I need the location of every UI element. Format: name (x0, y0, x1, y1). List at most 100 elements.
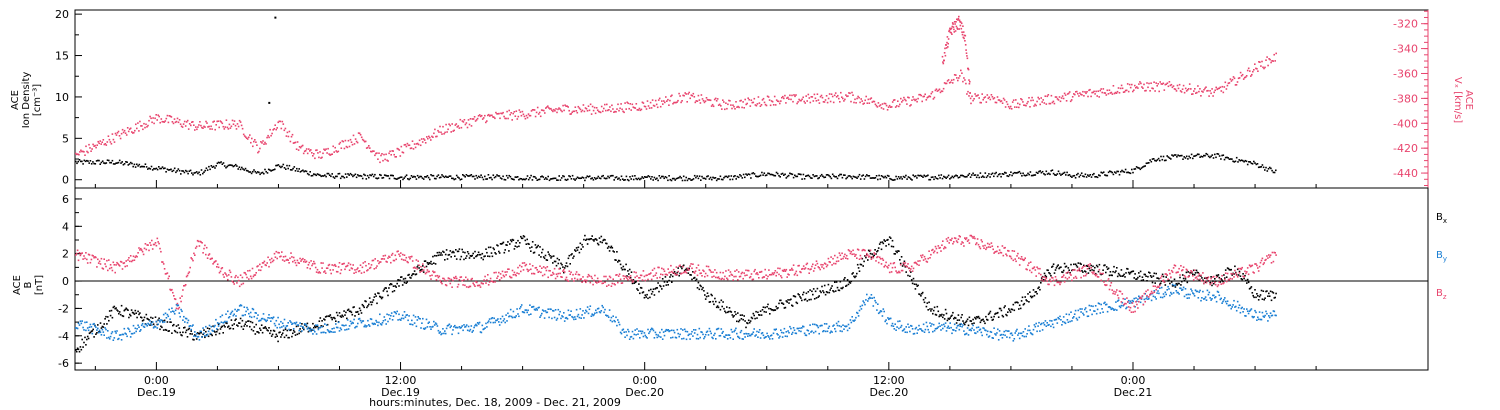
data-point (1057, 264, 1059, 266)
data-point (789, 325, 791, 328)
data-point (708, 99, 711, 101)
data-point (951, 175, 954, 178)
data-point (606, 103, 608, 106)
data-point (710, 105, 713, 107)
data-point (708, 178, 711, 180)
data-point (342, 315, 344, 318)
data-point (208, 324, 211, 327)
data-point (1030, 333, 1033, 335)
data-point (872, 100, 875, 103)
data-point (1080, 263, 1082, 265)
data-point (957, 314, 960, 316)
data-point (244, 314, 246, 316)
data-point (410, 323, 412, 326)
data-point (1003, 330, 1005, 333)
data-point (1033, 294, 1036, 297)
data-point (368, 297, 371, 299)
data-point (769, 338, 771, 340)
data-point (462, 251, 464, 253)
data-point (1251, 315, 1254, 318)
data-point (80, 322, 83, 325)
data-point (591, 177, 593, 179)
data-point (1233, 77, 1236, 80)
data-point (832, 290, 834, 292)
data-point (87, 329, 90, 332)
data-point (296, 333, 299, 336)
data-point (790, 298, 792, 301)
data-point (967, 324, 970, 327)
data-point (205, 120, 207, 123)
data-point (448, 323, 451, 326)
data-point (960, 69, 962, 72)
data-point (206, 327, 209, 329)
data-point (1185, 90, 1188, 92)
data-point (547, 105, 549, 107)
data-point (972, 324, 974, 327)
data-point (1123, 91, 1126, 93)
data-point (1078, 269, 1081, 272)
data-point (400, 276, 402, 278)
data-point (150, 165, 153, 168)
data-point (1153, 81, 1155, 83)
data-point (856, 312, 859, 315)
data-point (93, 145, 95, 147)
data-point (411, 140, 414, 142)
data-point (143, 316, 146, 319)
data-point (454, 255, 456, 257)
data-point (302, 327, 304, 329)
data-point (727, 103, 729, 106)
data-point (193, 339, 195, 341)
data-point (947, 46, 949, 48)
data-point (901, 265, 904, 267)
data-point (127, 164, 130, 166)
data-point (498, 324, 501, 326)
data-point (297, 149, 300, 151)
density-tick-label: 5 (62, 132, 69, 145)
data-point (260, 172, 263, 174)
data-point (281, 322, 284, 325)
data-point (578, 107, 581, 109)
data-point (797, 293, 799, 295)
data-point (731, 178, 734, 181)
data-point (1029, 171, 1032, 173)
data-point (430, 139, 432, 141)
data-point (308, 148, 310, 150)
data-point (739, 331, 742, 334)
data-point (507, 312, 509, 315)
data-point (424, 142, 427, 144)
data-point (1000, 333, 1003, 336)
data-point (182, 170, 184, 172)
data-point (109, 335, 112, 338)
data-point (626, 334, 628, 337)
data-point (444, 131, 446, 134)
data-point (1040, 282, 1042, 284)
data-point (1181, 288, 1184, 291)
data-point (938, 174, 940, 177)
data-point (637, 289, 639, 291)
data-point (202, 127, 204, 129)
data-point (322, 175, 325, 177)
data-point (639, 337, 641, 339)
data-point (221, 314, 224, 317)
data-point (406, 281, 408, 283)
data-point (801, 299, 803, 302)
data-point (115, 307, 117, 309)
data-point (276, 335, 278, 337)
data-point (1273, 53, 1275, 56)
data-point (768, 172, 770, 175)
data-point (161, 166, 164, 168)
data-point (478, 253, 481, 256)
data-point (271, 169, 274, 172)
data-point (991, 172, 994, 175)
data-point (949, 27, 951, 30)
data-point (1188, 155, 1190, 158)
data-point (1050, 274, 1052, 277)
data-point (132, 165, 134, 168)
data-point (1274, 60, 1276, 62)
data-point (352, 134, 355, 137)
data-point (797, 173, 800, 175)
data-point (712, 337, 714, 340)
data-point (1181, 289, 1183, 291)
data-point (182, 123, 185, 125)
